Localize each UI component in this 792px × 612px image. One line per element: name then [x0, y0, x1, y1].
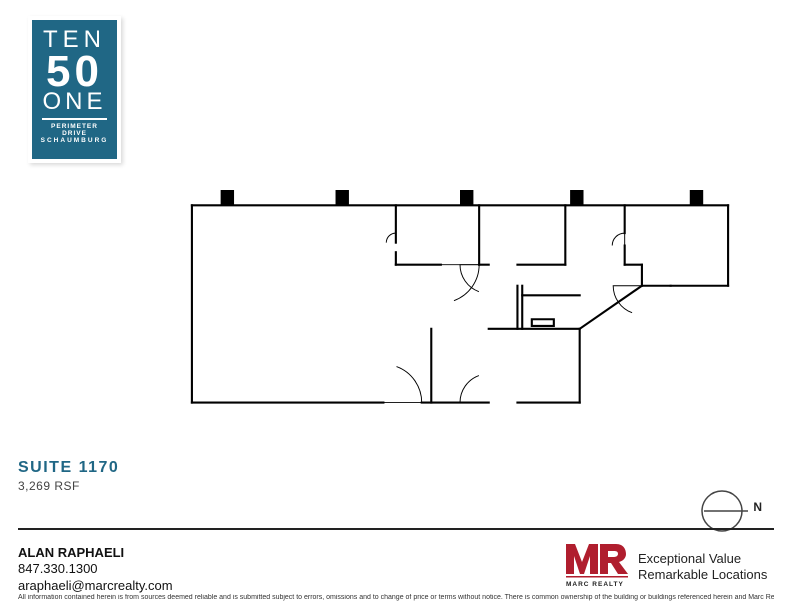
- logo-sub1: PERIMETER DRIVE: [38, 123, 111, 137]
- suite-title: SUITE 1170: [18, 459, 119, 477]
- tagline-2: Remarkable Locations: [638, 567, 767, 583]
- logo-line2: 50: [38, 52, 111, 92]
- contact-block: ALAN RAPHAELI 847.330.1300 araphaeli@mar…: [18, 545, 173, 594]
- tagline-1: Exceptional Value: [638, 551, 767, 567]
- svg-text:MARC REALTY: MARC REALTY: [566, 581, 624, 588]
- logo-line3: ONE: [38, 90, 111, 114]
- marc-realty-tagline: Exceptional Value Remarkable Locations: [638, 551, 767, 582]
- disclaimer-text: All information contained herein is from…: [18, 594, 774, 601]
- mr-logo-icon: MARC REALTY: [566, 540, 628, 588]
- contact-email: araphaeli@marcrealty.com: [18, 578, 173, 594]
- contact-phone: 847.330.1300: [18, 561, 173, 577]
- floor-plan: [185, 190, 735, 415]
- logo-sub2: SCHAUMBURG: [38, 137, 111, 144]
- logo-divider: [42, 118, 107, 120]
- marc-realty-logo: MARC REALTY: [566, 540, 628, 593]
- north-label: N: [753, 500, 762, 514]
- floor-plan-svg: [185, 190, 735, 415]
- property-logo: TEN 50 ONE PERIMETER DRIVE SCHAUMBURG: [28, 16, 121, 163]
- logo-inner: TEN 50 ONE PERIMETER DRIVE SCHAUMBURG: [32, 20, 117, 144]
- contact-name: ALAN RAPHAELI: [18, 545, 173, 561]
- suite-info: SUITE 1170 3,269 RSF: [18, 459, 119, 493]
- compass-icon: [700, 490, 748, 532]
- horizontal-divider: [18, 528, 774, 530]
- suite-rsf: 3,269 RSF: [18, 479, 119, 493]
- marc-realty-block: MARC REALTY Exceptional Value Remarkable…: [566, 540, 767, 593]
